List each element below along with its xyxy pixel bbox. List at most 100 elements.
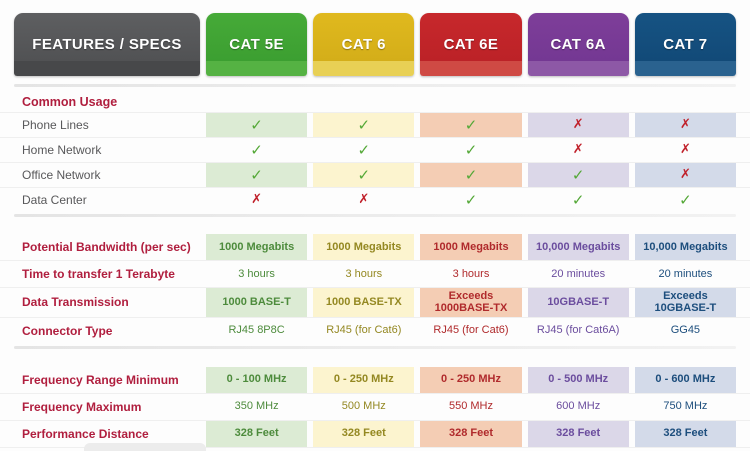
table-row: Home Network ✓ ✓ ✓ ✗ ✗: [0, 137, 750, 162]
row-label: Office Network: [22, 168, 101, 182]
cat5e-label: CAT 5E: [229, 36, 284, 53]
features-specs-label: FEATURES / SPECS: [32, 36, 182, 53]
value-cell: 550 MHz: [448, 400, 493, 413]
mark-cell: ✗: [635, 138, 736, 162]
value-cell: 0 - 500 MHz: [527, 366, 629, 393]
value-cell: GG45: [670, 324, 701, 337]
cat6e-label: CAT 6E: [443, 36, 499, 53]
row-label: Frequency Maximum: [22, 399, 142, 414]
value-cell: 3 hours: [345, 267, 383, 280]
value-cell: 0 - 600 MHz: [634, 366, 736, 393]
value-cell: 0 - 250 MHz: [313, 366, 415, 393]
tab-cat5e: CAT 5E: [206, 13, 308, 76]
value-cell: Exceeds 10GBASE-T: [634, 288, 736, 317]
value-cell: 328 Feet: [206, 420, 308, 447]
value-cell: 500 MHz: [341, 400, 386, 413]
value-cell: 10Gb @ 180ft: [420, 448, 521, 451]
value-cell: [528, 448, 629, 451]
check-icon: ✓: [464, 115, 478, 134]
value-cell: 0 - 100 MHz: [206, 366, 308, 393]
mark-cell: ✗: [313, 188, 414, 212]
check-icon: ✓: [464, 140, 478, 159]
value-cell: [635, 448, 736, 451]
cross-icon: ✗: [572, 141, 584, 157]
check-icon: ✓: [357, 140, 371, 159]
mark-cell: ✓: [420, 113, 522, 137]
tab-cat6: CAT 6: [313, 13, 415, 76]
value-cell: 328 Feet: [420, 420, 522, 447]
mark-cell: ✓: [206, 113, 308, 137]
value-cell: RJ45 (for Cat6): [326, 324, 402, 337]
row-label: Time to transfer 1 Terabyte: [22, 267, 175, 281]
value-cell: RJ45 (for Cat6): [433, 324, 509, 337]
mark-cell: ✓: [206, 138, 307, 162]
table-row: Time to transfer 1 Terabyte 3 hours 3 ho…: [0, 260, 750, 287]
mark-cell: ✓: [527, 163, 629, 187]
check-icon: ✓: [250, 165, 263, 184]
next-table-tab-stub: [84, 443, 206, 451]
mark-cell: ✓: [420, 138, 521, 162]
value-cell: 328 Feet: [527, 420, 629, 447]
value-cell: 3 hours: [238, 267, 275, 280]
table-row: Connector Type RJ45 8P8C RJ45 (for Cat6)…: [0, 316, 750, 344]
cross-icon: ✗: [251, 191, 263, 207]
mark-cell: ✓: [313, 163, 415, 187]
row-label: Data Transmission: [22, 295, 129, 310]
section-heading-row: Common Usage: [0, 91, 750, 112]
row-label: Frequency Range Minimum: [22, 372, 179, 387]
value-cell: 350 MHz: [234, 400, 279, 413]
table-row: Alt. Distance 10Gb @ 180ft 10Gb @ 180ft: [0, 446, 750, 451]
mark-cell: ✓: [420, 188, 521, 212]
table-row: Data Center ✗ ✗ ✓ ✓ ✓: [0, 187, 750, 212]
value-cell: 1000 BASE-TX: [313, 288, 415, 317]
table-row: Phone Lines ✓ ✓ ✓ ✗ ✗: [0, 112, 750, 137]
value-cell: 1000 BASE-T: [206, 288, 308, 317]
check-icon: ✓: [250, 115, 263, 134]
value-cell: 0 - 250 MHz: [420, 366, 522, 393]
tab-cat6a: CAT 6A: [527, 13, 629, 76]
check-icon: ✓: [357, 115, 371, 134]
section-bandwidth: Potential Bandwidth (per sec) 1000 Megab…: [0, 234, 750, 344]
value-cell: 750 MHz: [663, 400, 708, 413]
check-icon: ✓: [571, 165, 585, 184]
tab-cat7: CAT 7: [634, 13, 736, 76]
value-cell: 328 Feet: [313, 420, 415, 447]
row-label: Data Center: [22, 193, 87, 207]
value-cell: 20 minutes: [658, 267, 713, 280]
check-icon: ✓: [679, 190, 692, 209]
value-cell: 3 hours: [452, 267, 490, 280]
cat6-label: CAT 6: [341, 36, 386, 53]
mark-cell: ✓: [420, 163, 522, 187]
cat7-label: CAT 7: [663, 36, 708, 53]
mark-cell: ✓: [528, 188, 629, 212]
value-cell: 1000 Megabits: [206, 234, 308, 260]
header-row: FEATURES / SPECS CAT 5E CAT 6 CAT 6E CAT…: [0, 13, 750, 76]
value-cell: [206, 448, 307, 451]
mark-cell: ✓: [635, 188, 736, 212]
table-row: Office Network ✓ ✓ ✓ ✓ ✗: [0, 162, 750, 187]
value-cell: 10Gb @ 180ft: [313, 448, 414, 451]
cross-icon: ✗: [679, 166, 691, 182]
section-heading: Common Usage: [22, 94, 118, 109]
mark-cell: ✓: [313, 138, 414, 162]
tab-cat6e: CAT 6E: [420, 13, 522, 76]
cat6a-label: CAT 6A: [550, 36, 606, 53]
value-cell: 20 minutes: [551, 267, 606, 280]
value-cell: 328 Feet: [634, 420, 736, 447]
mark-cell: ✗: [206, 188, 307, 212]
value-cell: 1000 Megabits: [313, 234, 415, 260]
row-label: Connector Type: [22, 323, 113, 338]
value-cell: 10GBASE-T: [527, 288, 629, 317]
row-label: Performance Distance: [22, 426, 149, 441]
value-cell: 10,000 Megabits: [527, 234, 629, 260]
mark-cell: ✓: [313, 113, 415, 137]
value-cell: Exceeds 1000BASE-TX: [420, 288, 522, 317]
value-cell: RJ45 (for Cat6A): [536, 324, 620, 337]
check-icon: ✓: [464, 165, 478, 184]
value-cell: 1000 Megabits: [420, 234, 522, 260]
table-row: Performance Distance 328 Feet 328 Feet 3…: [0, 419, 750, 447]
table-row: Frequency Range Minimum 0 - 100 MHz 0 - …: [0, 366, 750, 393]
row-label: Home Network: [22, 143, 102, 157]
value-cell: 10,000 Megabits: [634, 234, 736, 260]
row-label: Potential Bandwidth (per sec): [22, 240, 191, 254]
